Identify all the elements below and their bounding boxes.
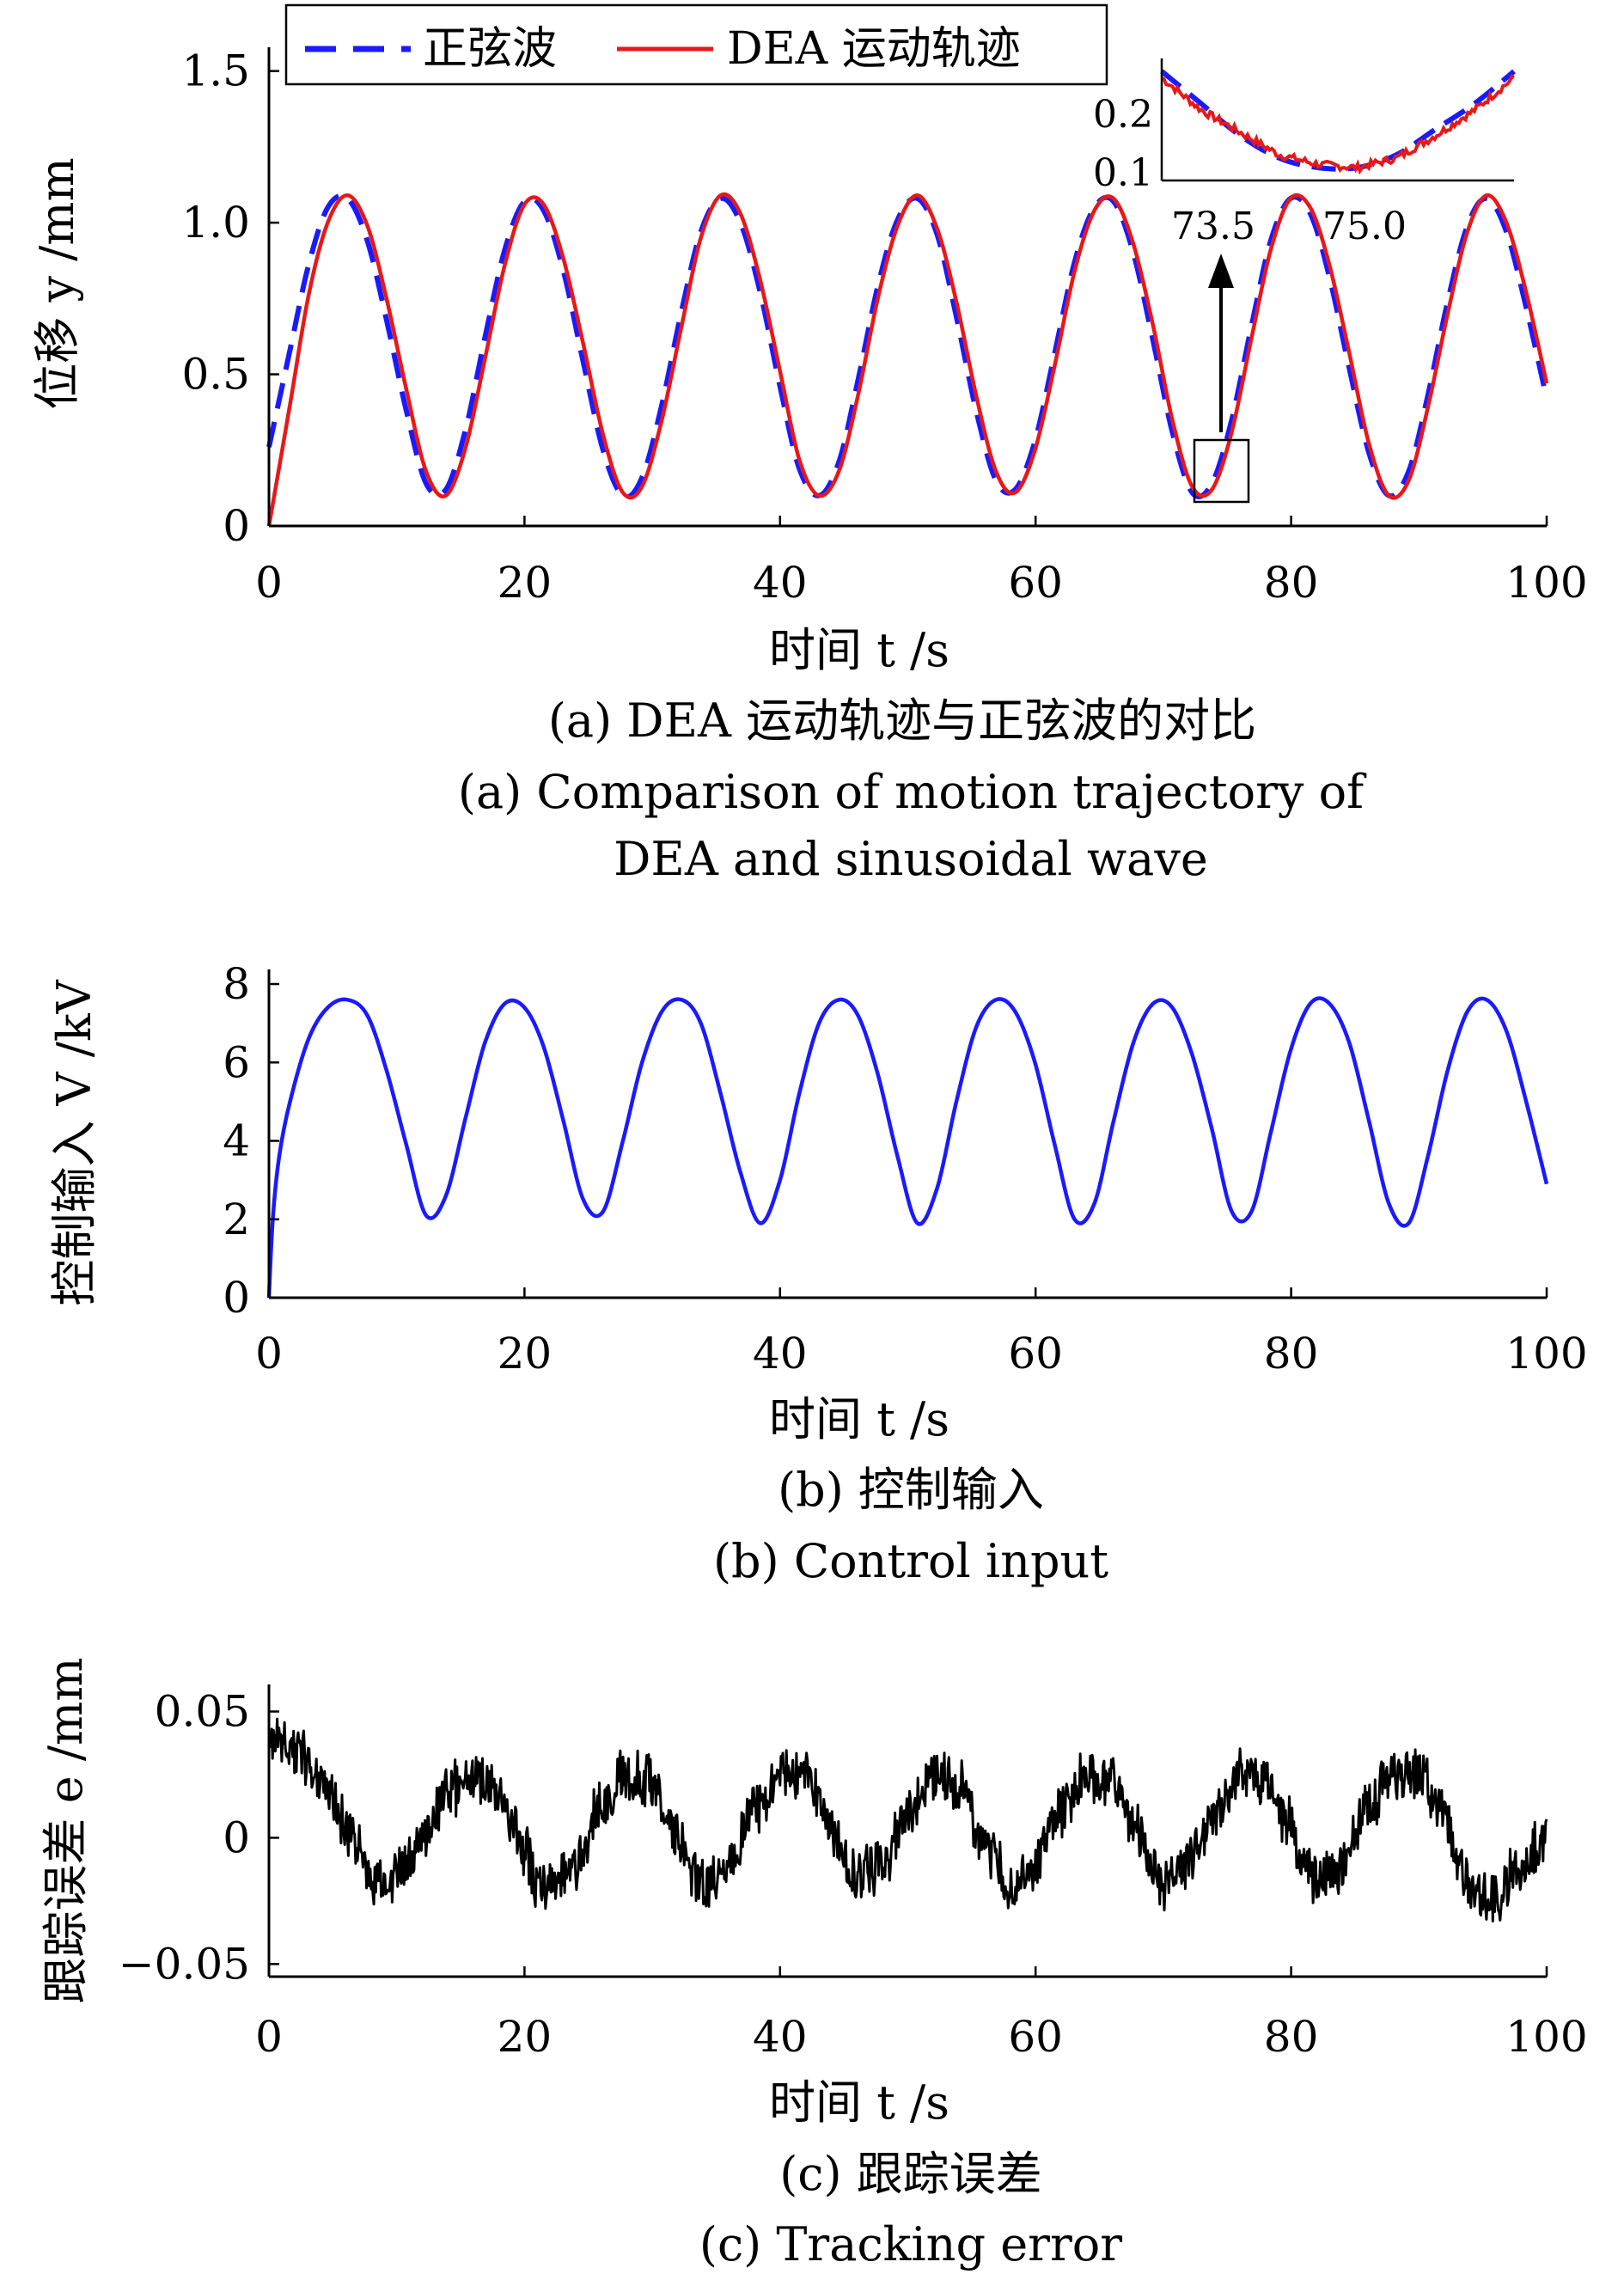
x-tick-label: 80 bbox=[1264, 2012, 1319, 2062]
panel-a-x-axis-label: 时间 t /s bbox=[769, 623, 949, 677]
x-tick-label: 0 bbox=[255, 2012, 283, 2062]
panel-c-plot-area bbox=[267, 1717, 1548, 1923]
x-tick-label: 100 bbox=[1505, 2012, 1587, 2062]
panel-b-x-axis-label: 时间 t /s bbox=[769, 1392, 949, 1446]
panel-b-plot-area bbox=[266, 996, 1549, 1299]
x-tick-label: 60 bbox=[1008, 2012, 1063, 2062]
panel-a-plot-area bbox=[266, 192, 1549, 527]
inset-x-tick-label: 75.0 bbox=[1322, 205, 1407, 248]
x-tick-label: 100 bbox=[1505, 558, 1587, 608]
panel-b-y-ticks: 0 2 4 6 8 bbox=[223, 959, 279, 1323]
panel-a-x-ticks: 0 20 40 60 80 100 bbox=[255, 516, 1588, 608]
legend-box bbox=[284, 3, 1108, 86]
panel-c-x-axis-label: 时间 t /s bbox=[769, 2075, 949, 2130]
x-tick-label: 40 bbox=[753, 2012, 808, 2062]
x-tick-label: 20 bbox=[498, 1329, 553, 1378]
legend: 正弦波 DEA 运动轨迹 bbox=[284, 3, 1108, 86]
y-tick-label: 0.5 bbox=[181, 350, 250, 400]
panel-b: 0 20 40 60 80 100 0 2 4 6 8 时间 t /s 控制输入 V /kV (b… bbox=[47, 959, 1588, 1588]
y-tick-label: 0 bbox=[223, 501, 250, 551]
panel-a: 0 20 40 60 80 100 0 0.5 1.0 1.5 时间 t /s 位移 y /mm… bbox=[30, 3, 1588, 886]
inset-y-tick-label: 0.2 bbox=[1093, 93, 1153, 137]
y-tick-label: 0.05 bbox=[155, 1687, 250, 1737]
zoom-arrow-head bbox=[1208, 254, 1234, 288]
x-tick-label: 0 bbox=[255, 1329, 283, 1378]
panel-a-y-ticks: 0 0.5 1.0 1.5 bbox=[181, 46, 279, 551]
series-line-sine bbox=[266, 193, 1549, 500]
panel-c-y-axis-label: 跟踪误差 e /mm bbox=[39, 1658, 93, 2004]
series-line-dea bbox=[266, 192, 1549, 527]
panel-a-caption-en-2: DEA and sinusoidal wave bbox=[614, 832, 1208, 886]
y-tick-label: 2 bbox=[223, 1195, 250, 1244]
inset-plot-area bbox=[1160, 69, 1516, 175]
y-tick-label: 4 bbox=[223, 1116, 250, 1166]
y-tick-label: 0 bbox=[223, 1273, 250, 1323]
x-tick-label: 0 bbox=[255, 558, 283, 608]
x-tick-label: 80 bbox=[1264, 558, 1319, 608]
inset-y-tick-label: 0.1 bbox=[1093, 151, 1153, 195]
series-line-control-input bbox=[266, 996, 1549, 1299]
x-tick-label: 60 bbox=[1008, 558, 1063, 608]
x-tick-label: 100 bbox=[1505, 1329, 1587, 1378]
panel-b-x-ticks: 0 20 40 60 80 100 bbox=[255, 1287, 1588, 1378]
legend-label-dea: DEA 运动轨迹 bbox=[727, 23, 1021, 75]
x-tick-label: 60 bbox=[1008, 1329, 1063, 1378]
y-tick-label: 1.5 bbox=[181, 46, 250, 96]
x-tick-label: 20 bbox=[498, 2012, 553, 2062]
x-tick-label: 80 bbox=[1264, 1329, 1319, 1378]
y-tick-label: 6 bbox=[223, 1037, 250, 1087]
panel-c-x-ticks: 0 20 40 60 80 100 bbox=[255, 1966, 1588, 2062]
zoom-inset: 0.2 0.1 73.5 75.0 bbox=[1093, 58, 1516, 248]
legend-label-sine: 正弦波 bbox=[423, 23, 557, 75]
inset-x-tick-label: 73.5 bbox=[1171, 205, 1255, 248]
y-tick-label: 1.0 bbox=[181, 198, 250, 248]
panel-c-y-ticks: −0.05 0 0.05 bbox=[119, 1687, 279, 1989]
series-line-tracking-error bbox=[267, 1717, 1548, 1923]
panel-b-y-axis-label: 控制输入 V /kV bbox=[47, 979, 101, 1305]
panel-c-caption-cn: (c) 跟踪误差 bbox=[779, 2147, 1042, 2201]
panel-a-caption-cn: (a) DEA 运动轨迹与正弦波的对比 bbox=[548, 694, 1256, 748]
inset-line-dea bbox=[1161, 74, 1515, 175]
y-tick-label: 0 bbox=[223, 1812, 250, 1862]
x-tick-label: 40 bbox=[753, 1329, 808, 1378]
panel-a-y-axis-label: 位移 y /mm bbox=[30, 157, 84, 409]
panel-b-caption-en: (b) Control input bbox=[713, 1534, 1108, 1588]
panel-a-caption-en-1: (a) Comparison of motion trajectory of bbox=[458, 765, 1367, 819]
x-tick-label: 40 bbox=[753, 558, 808, 608]
y-tick-label: 8 bbox=[223, 959, 250, 1009]
y-tick-label: −0.05 bbox=[119, 1939, 250, 1989]
zoom-box bbox=[1193, 438, 1250, 504]
panel-c-caption-en: (c) Tracking error bbox=[699, 2217, 1122, 2271]
panel-b-caption-cn: (b) 控制输入 bbox=[778, 1463, 1044, 1517]
x-tick-label: 20 bbox=[498, 558, 553, 608]
